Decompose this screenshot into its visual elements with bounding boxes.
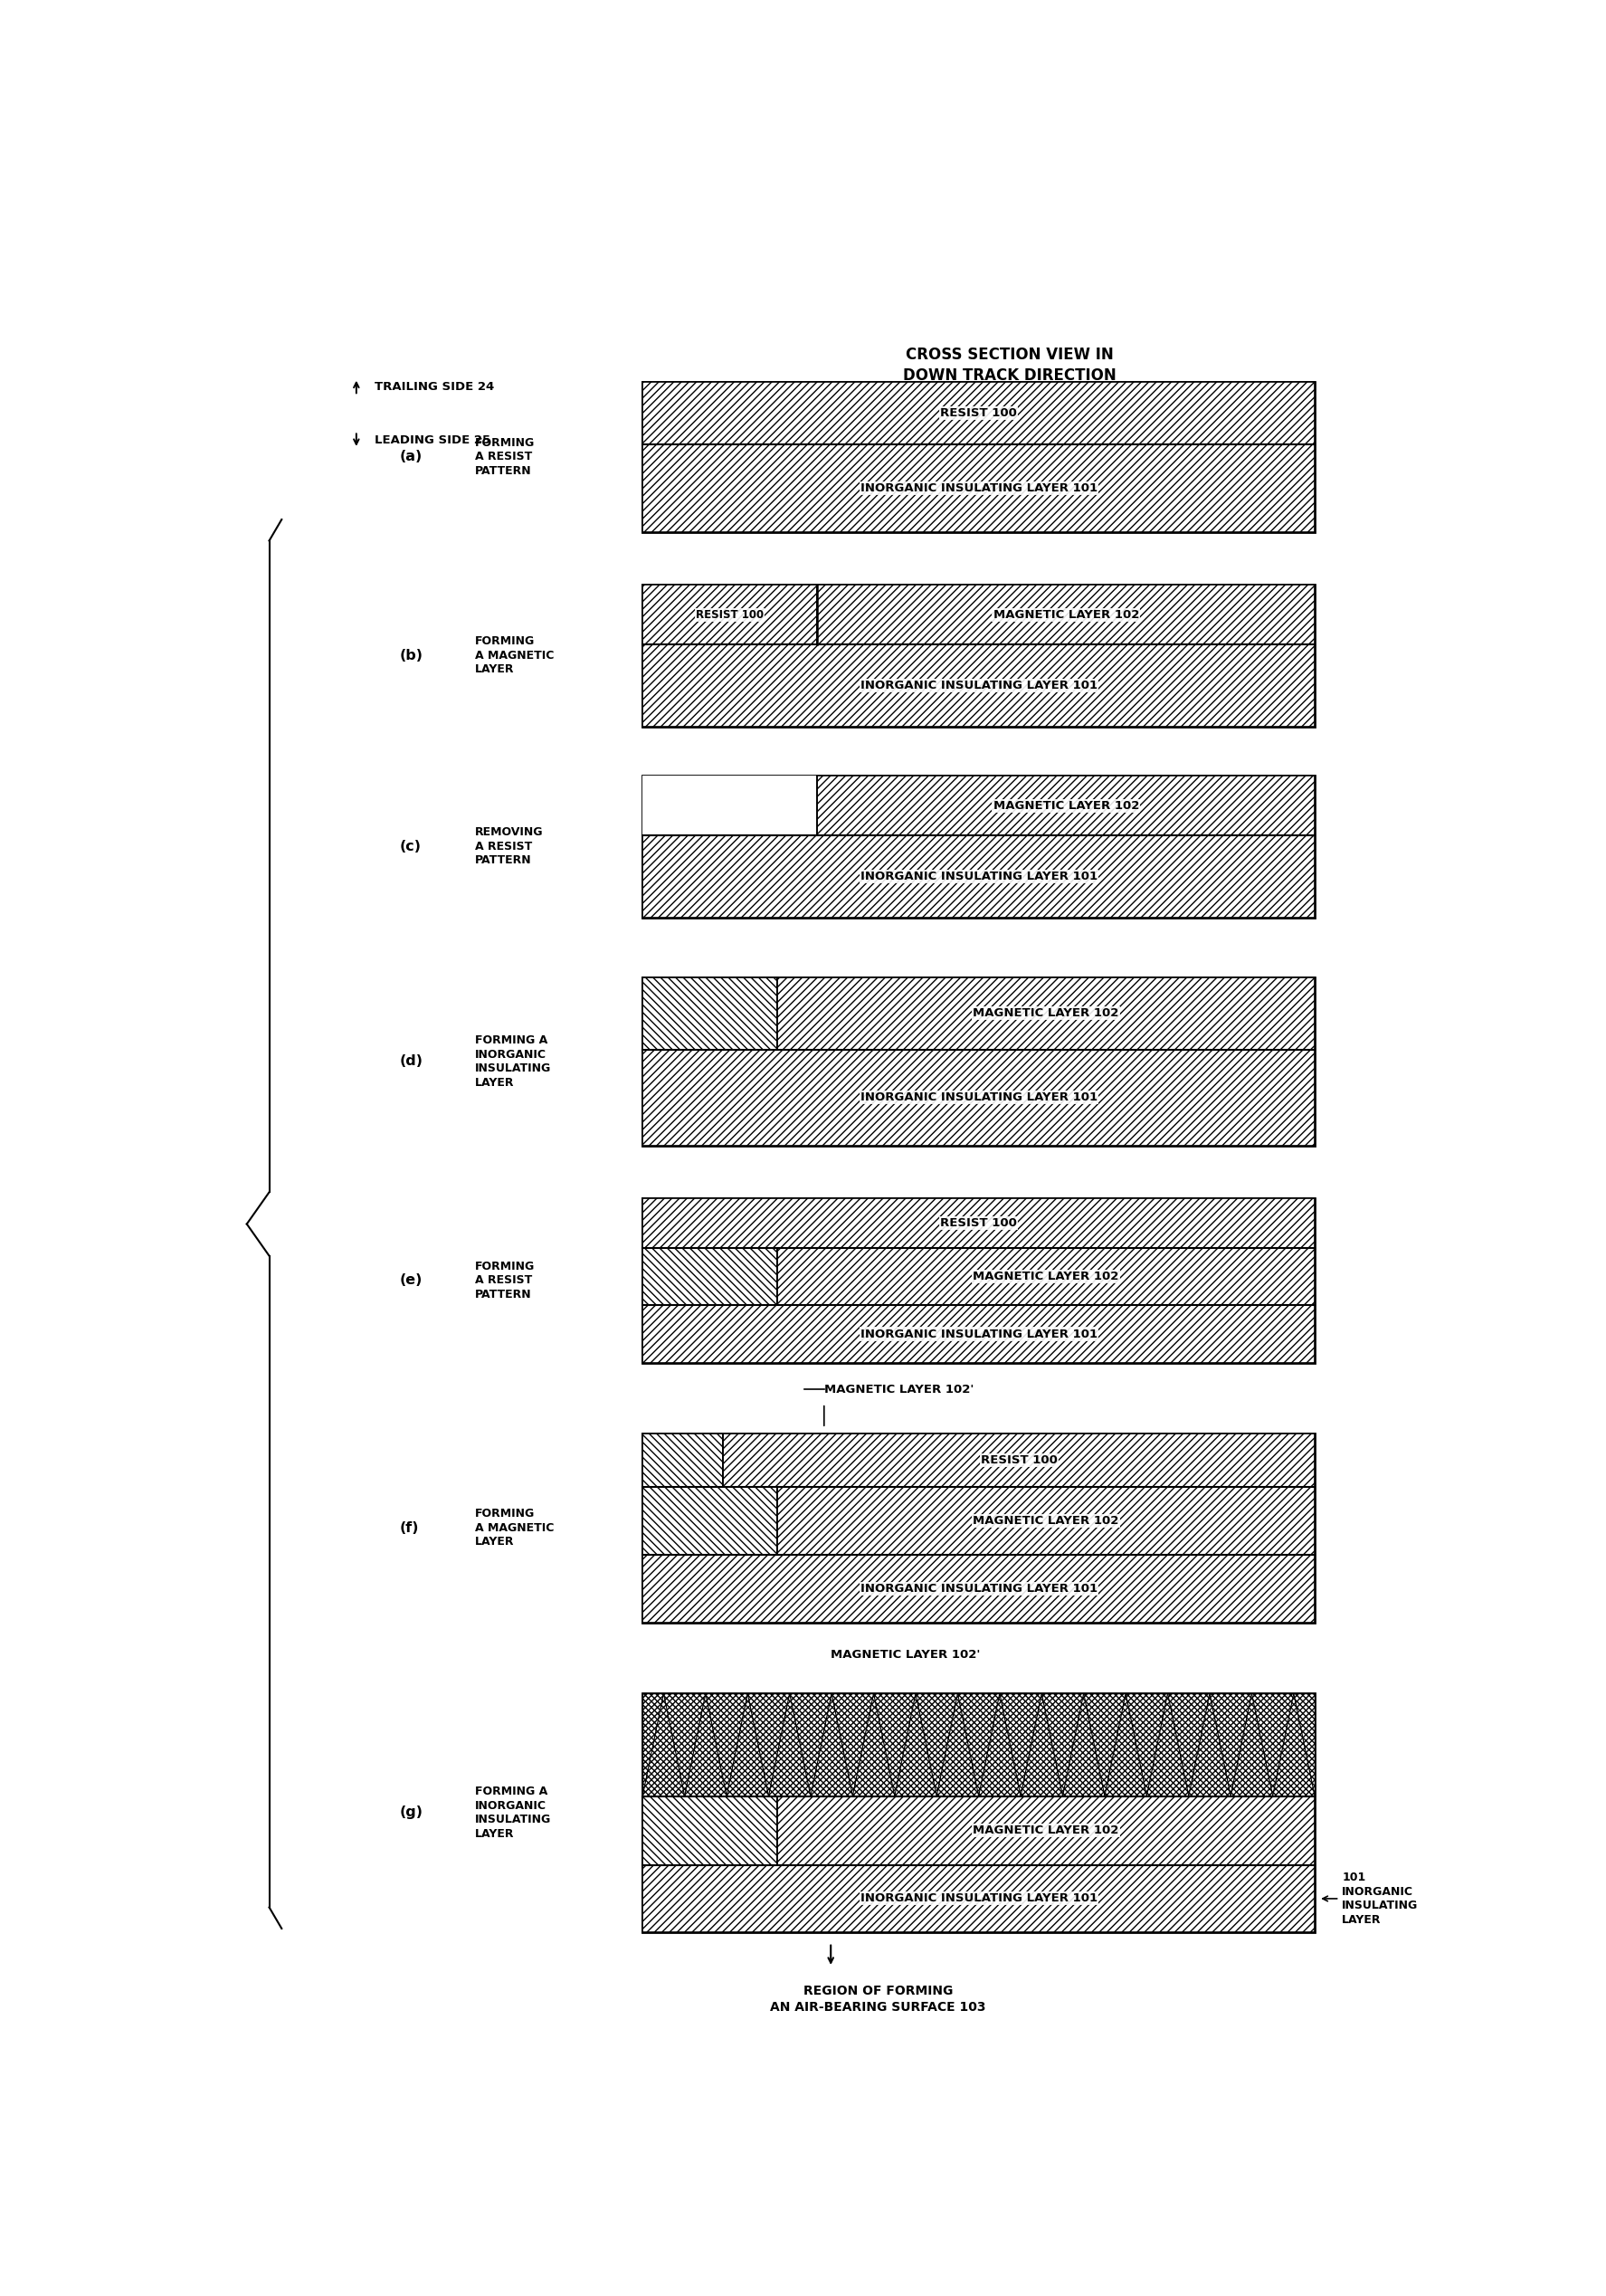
Bar [817,585,1315,645]
Text: MAGNETIC LAYER 102: MAGNETIC LAYER 102 [973,1825,1119,1837]
Text: TRAILING SIDE 24: TRAILING SIDE 24 [376,381,495,393]
Text: RESIST 100: RESIST 100 [940,406,1017,420]
Bar [642,445,1315,533]
Bar [642,1199,1315,1247]
Text: REGION OF FORMING
AN AIR-BEARING SURFACE 103: REGION OF FORMING AN AIR-BEARING SURFACE… [769,1986,986,2014]
Text: (e): (e) [400,1274,422,1288]
Text: INORGANIC INSULATING LAYER 101: INORGANIC INSULATING LAYER 101 [861,1892,1097,1903]
Text: FORMING
A RESIST
PATTERN: FORMING A RESIST PATTERN [475,436,535,478]
Text: LEADING SIDE 25: LEADING SIDE 25 [376,434,491,445]
Bar [642,978,1315,1146]
Text: CROSS SECTION VIEW IN
DOWN TRACK DIRECTION: CROSS SECTION VIEW IN DOWN TRACK DIRECTI… [903,347,1116,383]
Text: (b): (b) [400,650,424,664]
Bar [642,1694,1315,1931]
Bar [642,1049,1315,1146]
Bar [642,645,1315,726]
Bar [642,1694,1315,1795]
Bar [777,978,1315,1049]
Text: (c): (c) [400,840,422,854]
Text: RESIST 100: RESIST 100 [981,1453,1057,1465]
Bar [642,1247,777,1304]
Text: INORGANIC INSULATING LAYER 101: INORGANIC INSULATING LAYER 101 [861,680,1097,691]
Text: (a): (a) [400,450,422,464]
Text: MAGNETIC LAYER 102: MAGNETIC LAYER 102 [973,1270,1119,1283]
Bar [777,1795,1315,1864]
Text: FORMING
A MAGNETIC
LAYER: FORMING A MAGNETIC LAYER [475,636,554,675]
Text: RESIST 100: RESIST 100 [695,608,764,620]
Bar [642,1795,777,1864]
Text: MAGNETIC LAYER 102: MAGNETIC LAYER 102 [993,799,1139,810]
Text: REMOVING
A RESIST
PATTERN: REMOVING A RESIST PATTERN [475,827,543,866]
Text: MAGNETIC LAYER 102': MAGNETIC LAYER 102' [824,1384,973,1396]
Bar [642,1864,1315,1931]
Text: 101
INORGANIC
INSULATING
LAYER: 101 INORGANIC INSULATING LAYER [1343,1871,1418,1926]
Bar [642,978,777,1049]
Text: INORGANIC INSULATING LAYER 101: INORGANIC INSULATING LAYER 101 [861,1091,1097,1104]
Text: INORGANIC INSULATING LAYER 101: INORGANIC INSULATING LAYER 101 [861,870,1097,882]
Bar [817,776,1315,836]
Text: FORMING
A MAGNETIC
LAYER: FORMING A MAGNETIC LAYER [475,1508,554,1548]
Bar [777,1486,1315,1554]
Text: MAGNETIC LAYER 102: MAGNETIC LAYER 102 [973,1515,1119,1527]
Text: FORMING A
INORGANIC
INSULATING
LAYER: FORMING A INORGANIC INSULATING LAYER [475,1035,551,1088]
Bar [642,1199,1315,1364]
Bar [642,1486,777,1554]
Bar [642,381,1315,445]
Text: FORMING A
INORGANIC
INSULATING
LAYER: FORMING A INORGANIC INSULATING LAYER [475,1786,551,1839]
Bar [642,1304,1315,1364]
Bar [642,585,817,645]
Bar [642,1554,1315,1623]
Text: MAGNETIC LAYER 102': MAGNETIC LAYER 102' [830,1649,980,1660]
Text: RESIST 100: RESIST 100 [940,1217,1017,1228]
Bar [723,1433,1315,1486]
Bar [642,836,1315,918]
Bar [777,1247,1315,1304]
Text: MAGNETIC LAYER 102: MAGNETIC LAYER 102 [993,608,1139,620]
Text: INORGANIC INSULATING LAYER 101: INORGANIC INSULATING LAYER 101 [861,1327,1097,1341]
Text: INORGANIC INSULATING LAYER 101: INORGANIC INSULATING LAYER 101 [861,1582,1097,1593]
Text: (d): (d) [400,1054,424,1068]
Text: (g): (g) [400,1807,424,1818]
Bar [642,1433,723,1486]
Text: (f): (f) [400,1522,419,1536]
Bar [642,1433,1315,1623]
Text: FORMING
A RESIST
PATTERN: FORMING A RESIST PATTERN [475,1261,535,1300]
Bar [642,381,1315,533]
Bar [642,776,817,836]
Bar [642,776,1315,918]
Bar [642,585,1315,726]
Text: INORGANIC INSULATING LAYER 101: INORGANIC INSULATING LAYER 101 [861,482,1097,494]
Text: MAGNETIC LAYER 102: MAGNETIC LAYER 102 [973,1008,1119,1019]
